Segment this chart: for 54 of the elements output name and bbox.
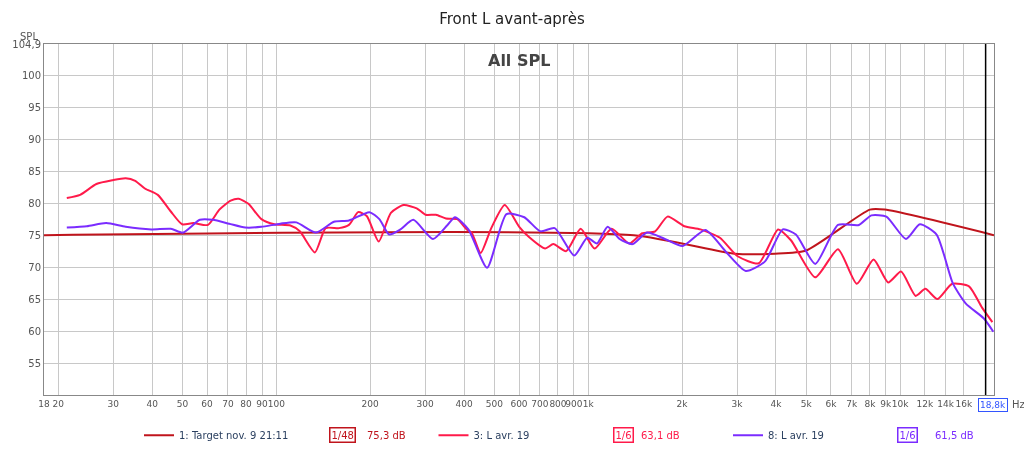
x-tick-label: 3k [731,398,744,409]
x-tick-label: 50 [176,398,189,409]
x-tick-label: 18 [38,398,50,409]
x-axis-title: Hz [1012,399,1024,410]
x-tick-label: 7k [846,398,859,409]
text: 1/6 [615,429,632,441]
y-tick-label: 75 [28,229,41,241]
x-tick-label: 40 [146,398,159,409]
x-tick-label: 900 [565,398,583,409]
x-tick-label: 700 [531,398,549,409]
text: 75,3 dB [367,430,406,441]
x-tick-label: 100 [267,398,286,409]
y-tick-label: 100 [21,69,41,81]
legend-label: 1: Target nov. 9 21:11 [179,430,289,442]
x-tick-label: 1k [582,398,595,409]
x-tick-label: 400 [455,398,473,409]
y-tick-label: 55 [28,357,41,369]
x-tick-label: 80 [240,398,253,409]
y-tick-label: 65 [28,293,41,305]
chart-title: Front L avant-après [439,10,585,29]
y-tick-label: 90 [28,133,41,145]
text: 1/6 [899,429,916,441]
legend-label: 3: L avr. 19 [473,430,530,442]
y-tick-label: 70 [28,261,41,273]
x-tick-label: 10k [891,398,910,409]
text: 61,5 dB [935,430,974,441]
x-tick-label: 30 [107,398,120,409]
x-tick-label: 6k [825,398,838,409]
x-tick-label: 14k [937,398,955,409]
y-tick-label: 95 [28,101,41,113]
legend-label: 8: L avr. 19 [768,430,824,442]
x-tick-label: 90 [256,398,269,409]
x-tick-label: 500 [485,398,504,409]
x-tick-label: 5k [800,398,813,409]
x-tick-label: 9k [880,398,893,409]
y-tick-label: 60 [28,325,41,337]
x-tick-label: 2k [676,398,689,409]
text: 63,1 dB [641,430,680,441]
x-tick-label: 8k [864,398,877,409]
x-tick-label: 16k [955,398,973,409]
x-tick-label: 20 [52,398,65,409]
ref-line-label: 18,8k [980,400,1007,410]
x-tick-label: 200 [361,398,380,409]
x-tick-label: 600 [510,398,528,409]
x-tick-label: 12k [916,398,934,409]
y-tick-label: 85 [28,165,41,177]
annotation: All SPL [488,51,551,70]
x-tick-label: 4k [770,398,783,409]
x-tick-label: 300 [416,398,434,409]
text: 1/48 [331,429,354,441]
x-tick-label: 70 [222,398,234,409]
x-tick-label: 800 [549,398,567,409]
y-tick-label: 80 [28,197,41,209]
x-tick-label: 60 [201,398,214,409]
